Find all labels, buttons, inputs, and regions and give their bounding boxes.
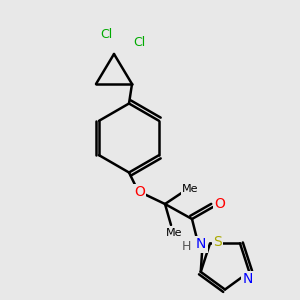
Text: O: O: [214, 197, 225, 211]
Text: Cl: Cl: [100, 28, 112, 41]
Text: S: S: [213, 235, 222, 249]
Text: Me: Me: [182, 184, 199, 194]
Text: O: O: [134, 185, 145, 199]
Text: Me: Me: [166, 227, 182, 238]
Text: Cl: Cl: [134, 35, 146, 49]
Text: N: N: [196, 238, 206, 251]
Text: N: N: [243, 272, 253, 286]
Text: H: H: [181, 239, 191, 253]
